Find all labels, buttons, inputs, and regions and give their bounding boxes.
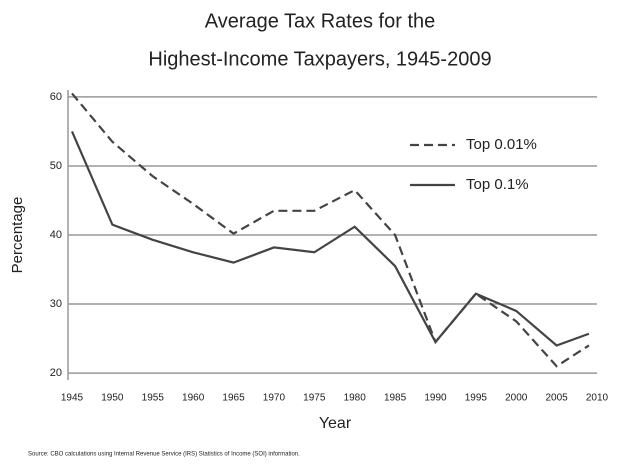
legend-label: Top 0.1% bbox=[466, 176, 529, 193]
x-tick-label: 1965 bbox=[222, 393, 245, 404]
source-note: Source: CBO calculations using Internal … bbox=[28, 452, 300, 458]
y-tick-label: 30 bbox=[50, 298, 62, 310]
legend-label: Top 0.01% bbox=[466, 136, 537, 153]
y-tick-label: 40 bbox=[50, 229, 62, 241]
y-axis-label: Percentage bbox=[9, 197, 26, 274]
x-tick-label: 1980 bbox=[344, 393, 367, 404]
x-tick-label: 2005 bbox=[545, 393, 568, 404]
y-tick-label: 20 bbox=[50, 367, 62, 379]
y-tick-label: 50 bbox=[50, 160, 62, 172]
x-tick-label: 1960 bbox=[182, 393, 205, 404]
x-tick-label: 1975 bbox=[303, 393, 326, 404]
x-axis-label: Year bbox=[319, 415, 352, 432]
x-tick-label: 1970 bbox=[263, 393, 286, 404]
x-tick-label: 1950 bbox=[101, 393, 124, 404]
series-line bbox=[71, 92, 590, 368]
x-tick-label: 1995 bbox=[465, 393, 488, 404]
chart-title: Average Tax Rates for the bbox=[205, 10, 436, 32]
x-tick-label: 2000 bbox=[505, 393, 528, 404]
x-tick-label: 1985 bbox=[384, 393, 407, 404]
x-tick-label: 1955 bbox=[142, 393, 165, 404]
chart-title: Highest-Income Taxpayers, 1945-2009 bbox=[148, 48, 491, 70]
x-tick-label: 1945 bbox=[61, 393, 84, 404]
x-tick-label: 2010 bbox=[586, 393, 609, 404]
x-tick-label: 1990 bbox=[424, 393, 447, 404]
y-tick-label: 60 bbox=[50, 91, 62, 103]
series-line bbox=[70, 130, 590, 347]
